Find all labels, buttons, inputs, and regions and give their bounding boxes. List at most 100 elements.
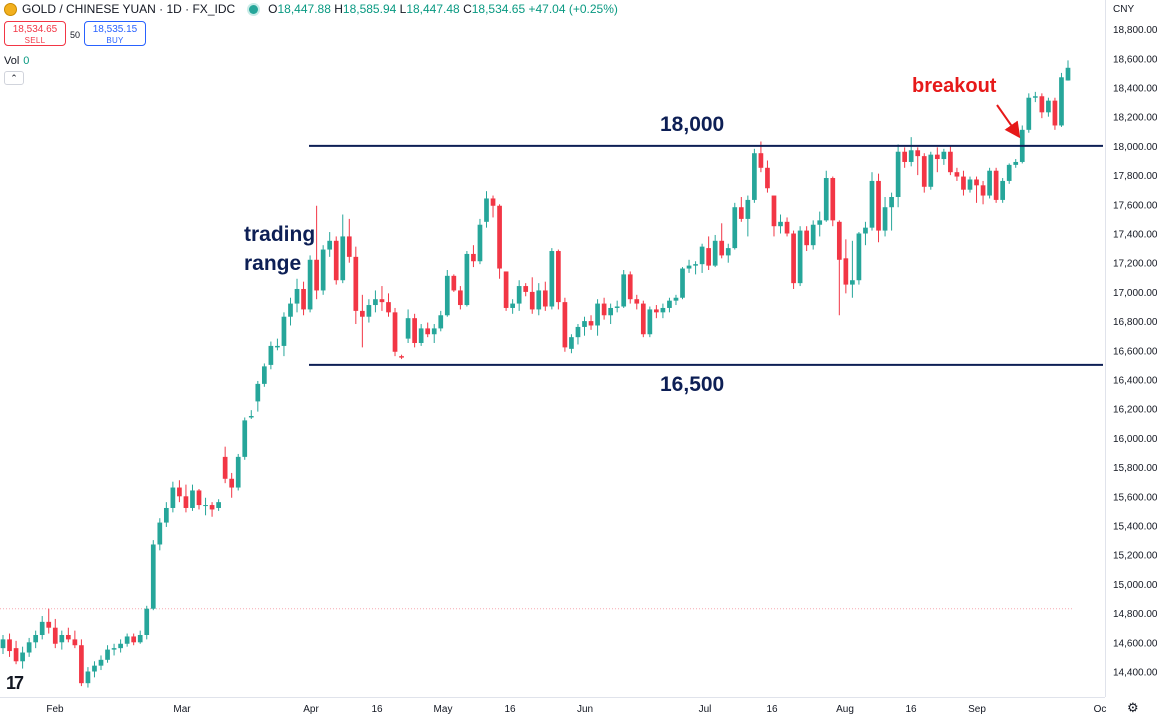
- volume-legend[interactable]: Vol 0: [4, 55, 29, 67]
- candle[interactable]: [255, 380, 261, 412]
- candle[interactable]: [961, 170, 966, 196]
- candle[interactable]: [725, 243, 731, 263]
- candle[interactable]: [771, 195, 777, 237]
- candle[interactable]: [582, 316, 587, 336]
- candle[interactable]: [1013, 159, 1019, 168]
- currency-label[interactable]: CNY: [1113, 4, 1135, 15]
- candle[interactable]: [719, 223, 725, 259]
- collapse-chevron-icon[interactable]: ⌃: [4, 71, 24, 85]
- candle[interactable]: [1065, 60, 1071, 81]
- candle[interactable]: [301, 281, 306, 316]
- candle[interactable]: [621, 270, 627, 308]
- candle[interactable]: [248, 410, 254, 419]
- candle[interactable]: [850, 240, 855, 298]
- candle[interactable]: [1019, 125, 1025, 164]
- candle[interactable]: [732, 202, 738, 250]
- candle[interactable]: [640, 300, 646, 338]
- candle[interactable]: [569, 334, 574, 354]
- candle[interactable]: [418, 324, 424, 346]
- candle[interactable]: [105, 645, 110, 663]
- candle[interactable]: [810, 220, 816, 250]
- candle[interactable]: [431, 324, 437, 343]
- candle[interactable]: [797, 226, 803, 287]
- candle[interactable]: [399, 354, 404, 360]
- candle[interactable]: [163, 502, 169, 527]
- candle[interactable]: [693, 261, 698, 275]
- candle[interactable]: [412, 313, 417, 348]
- candle[interactable]: [575, 324, 581, 345]
- candle[interactable]: [562, 297, 568, 352]
- candle[interactable]: [366, 299, 372, 323]
- candle[interactable]: [183, 484, 189, 513]
- symbol-title[interactable]: GOLD / CHINESE YUAN · 1D · FX_IDC: [22, 2, 236, 16]
- sell-button[interactable]: 18,534.65 SELL: [4, 21, 66, 46]
- candle[interactable]: [196, 489, 202, 510]
- candle[interactable]: [536, 283, 542, 316]
- candle[interactable]: [157, 518, 163, 551]
- candle[interactable]: [627, 271, 633, 304]
- candle[interactable]: [497, 204, 502, 279]
- candle[interactable]: [458, 286, 463, 310]
- candle[interactable]: [510, 299, 515, 314]
- candle[interactable]: [549, 248, 555, 310]
- candle[interactable]: [934, 147, 940, 173]
- candle[interactable]: [1026, 93, 1032, 133]
- candle[interactable]: [614, 300, 620, 313]
- candle[interactable]: [660, 303, 666, 319]
- candle[interactable]: [360, 294, 365, 348]
- candle[interactable]: [59, 630, 65, 650]
- candle[interactable]: [680, 267, 685, 300]
- candle[interactable]: [190, 484, 195, 511]
- candle[interactable]: [967, 176, 973, 193]
- candle[interactable]: [222, 446, 228, 484]
- candle[interactable]: [261, 363, 267, 387]
- candle[interactable]: [902, 147, 908, 168]
- candle[interactable]: [954, 167, 960, 181]
- candle[interactable]: [699, 243, 705, 273]
- candle[interactable]: [634, 294, 640, 310]
- candle[interactable]: [876, 173, 881, 243]
- candle[interactable]: [673, 294, 679, 306]
- candle[interactable]: [320, 245, 326, 295]
- candle[interactable]: [784, 217, 790, 237]
- candle[interactable]: [778, 214, 783, 234]
- candle[interactable]: [386, 293, 391, 317]
- candle[interactable]: [1046, 97, 1051, 117]
- candle[interactable]: [7, 633, 12, 657]
- candle[interactable]: [1059, 72, 1064, 127]
- candle[interactable]: [340, 214, 346, 284]
- market-status-icon[interactable]: [249, 4, 259, 14]
- candle[interactable]: [65, 627, 71, 643]
- candle[interactable]: [150, 540, 156, 611]
- candle[interactable]: [836, 220, 842, 316]
- candle[interactable]: [137, 630, 143, 644]
- candle[interactable]: [72, 630, 78, 649]
- candle[interactable]: [745, 195, 751, 237]
- candle[interactable]: [823, 170, 829, 222]
- candle[interactable]: [203, 497, 208, 516]
- candle[interactable]: [817, 211, 823, 237]
- candle[interactable]: [235, 453, 241, 491]
- candle[interactable]: [268, 341, 274, 370]
- candle[interactable]: [0, 635, 6, 654]
- buy-button[interactable]: 18,535.15 BUY: [84, 21, 146, 46]
- candle[interactable]: [281, 312, 287, 357]
- candle[interactable]: [26, 637, 32, 657]
- candle[interactable]: [1032, 91, 1038, 103]
- candle[interactable]: [444, 270, 450, 317]
- candle[interactable]: [712, 234, 718, 268]
- candle[interactable]: [882, 197, 888, 237]
- candle[interactable]: [752, 148, 757, 203]
- candle[interactable]: [686, 259, 692, 273]
- candle[interactable]: [830, 176, 836, 227]
- candle[interactable]: [170, 481, 176, 513]
- candle[interactable]: [895, 144, 901, 208]
- candle[interactable]: [144, 605, 150, 640]
- candle[interactable]: [908, 137, 914, 167]
- candle[interactable]: [85, 667, 91, 688]
- candle[interactable]: [595, 299, 600, 336]
- candle[interactable]: [542, 281, 548, 311]
- candle[interactable]: [46, 608, 52, 634]
- candle[interactable]: [556, 249, 561, 310]
- candle[interactable]: [471, 245, 476, 268]
